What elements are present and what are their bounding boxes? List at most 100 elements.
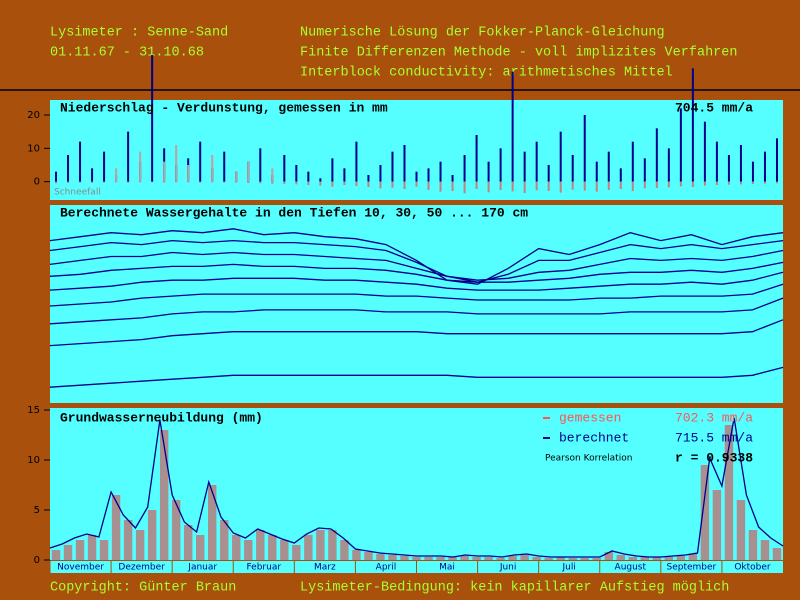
bar: [463, 155, 466, 182]
bar: [652, 557, 662, 560]
bar: [376, 554, 385, 560]
month-label: Dezember: [118, 563, 165, 573]
bar: [715, 141, 718, 182]
bar: [751, 161, 754, 182]
bar: [700, 465, 710, 560]
bar: [127, 181, 130, 183]
bar: [436, 557, 445, 560]
bar: [655, 128, 658, 182]
bar: [484, 557, 493, 560]
bar: [619, 181, 622, 189]
line: [49, 283, 784, 307]
annotation: 704.5 mm/a: [675, 100, 753, 115]
bar: [403, 145, 406, 182]
bar: [55, 171, 58, 182]
bar: [91, 181, 94, 183]
bar: [183, 525, 193, 560]
bar: [571, 155, 574, 182]
bar: [499, 181, 502, 190]
bar: [775, 181, 778, 184]
bar: [547, 165, 550, 182]
bar: [151, 55, 154, 182]
bar: [79, 141, 82, 182]
bar: [340, 540, 349, 560]
y-tick-label: 0: [34, 177, 40, 188]
bar: [472, 557, 481, 560]
y-tick-label: 10: [27, 143, 40, 154]
bar: [235, 181, 238, 183]
chart-title: Niederschlag - Verdunstung, gemessen in …: [60, 100, 388, 115]
bar: [127, 131, 130, 182]
bar: [715, 181, 718, 185]
bar: [508, 556, 517, 560]
bar: [523, 151, 526, 182]
line: [49, 249, 784, 281]
bar: [211, 155, 214, 182]
bar: [511, 181, 514, 192]
bar: [739, 181, 742, 185]
bar: [643, 158, 646, 182]
bar: [159, 430, 169, 560]
bar: [379, 181, 382, 189]
bar: [256, 530, 265, 560]
chart-title: Berechnete Wassergehalte in den Tiefen 1…: [60, 205, 528, 220]
bar: [235, 171, 238, 182]
bar: [727, 155, 730, 182]
bar: [63, 545, 73, 560]
chart-title: Grundwasserneubildung (mm): [60, 410, 263, 425]
header-text: Numerische Lösung der Fokker-Planck-Glei…: [300, 26, 665, 41]
bar: [523, 181, 526, 193]
bar: [195, 535, 205, 560]
header-text: 01.11.67 - 31.10.68: [50, 46, 204, 61]
bar: [724, 425, 734, 560]
bar: [171, 500, 181, 560]
bar: [259, 181, 262, 184]
y-tick-label: 5: [34, 505, 40, 516]
bar: [667, 181, 670, 188]
bar: [208, 485, 217, 560]
bar: [91, 168, 94, 182]
bar: [751, 181, 754, 184]
bar: [775, 138, 778, 182]
bar: [271, 181, 274, 184]
bar: [400, 556, 409, 560]
bar: [499, 148, 502, 182]
month-label: August: [615, 563, 647, 573]
line: [49, 239, 784, 283]
line: [49, 228, 784, 285]
month-label: Marz: [314, 563, 336, 573]
bar: [75, 540, 85, 560]
bar: [655, 181, 658, 188]
bar: [712, 490, 722, 560]
bar: [703, 181, 706, 186]
note: Schneefall: [54, 188, 101, 198]
bar: [619, 168, 622, 182]
header-text: Interblock conductivity: arithmetisches …: [300, 66, 673, 81]
bar: [535, 181, 538, 191]
correlation: r = 0.9338: [675, 450, 753, 465]
bar: [244, 540, 253, 560]
bar: [535, 141, 538, 182]
bar: [115, 181, 118, 183]
bar: [616, 555, 625, 560]
correlation-label: Pearson Korrelation: [545, 454, 632, 464]
bar: [307, 181, 310, 185]
bar: [592, 558, 601, 560]
bar: [607, 151, 610, 182]
bar: [379, 165, 382, 182]
line: [49, 271, 784, 291]
bar: [135, 530, 145, 560]
bar: [247, 161, 250, 182]
bar: [147, 510, 157, 560]
bar: [439, 181, 442, 192]
bar: [292, 545, 301, 560]
bar: [415, 181, 418, 187]
bar: [571, 181, 574, 190]
bar: [520, 555, 529, 560]
bar: [391, 181, 394, 188]
legend-total: 715.5 mm/a: [675, 430, 753, 445]
bar: [664, 557, 674, 560]
bar: [247, 181, 250, 183]
bar: [115, 168, 118, 182]
bar: [87, 535, 97, 560]
